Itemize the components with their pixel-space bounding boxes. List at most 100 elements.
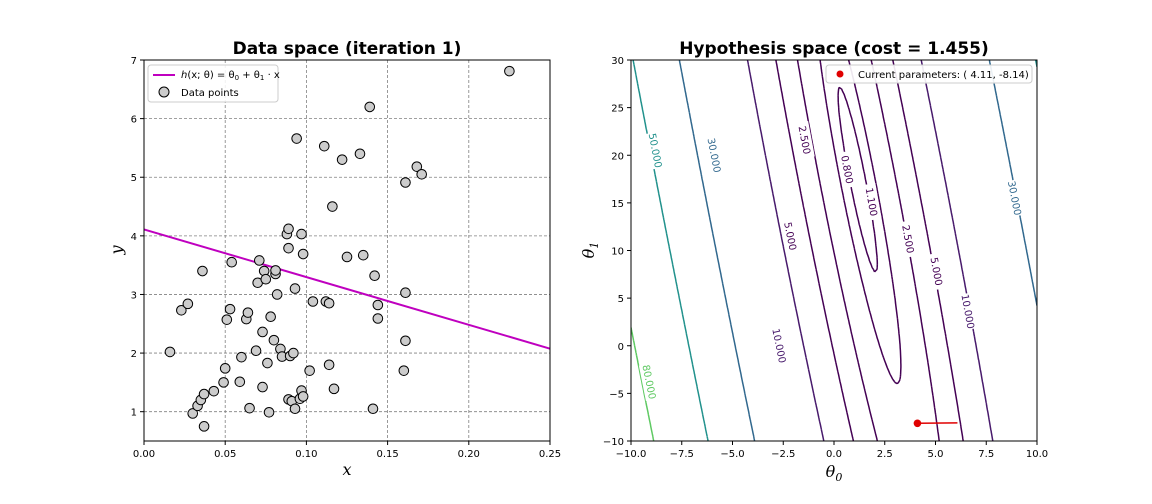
contour-lines-layer [631,60,1037,441]
data-point [411,161,423,172]
data-points-layer [164,65,515,432]
left-x-tick-label: 0.20 [458,449,480,460]
left-x-tick-label: 0.15 [376,449,398,460]
contour-label: 5.000 [928,257,944,287]
data-point [288,347,299,359]
data-point [364,101,376,113]
data-point [226,256,237,268]
data-space-panel: Data space (iteration 1) 0.00 0.05 0.10 0.1… [107,39,561,479]
legend-line-label: h(x; θ) = θ0 + θ1 · x [181,70,280,82]
contour-line [678,60,1037,441]
left-y-tick-label: 1 [131,408,137,419]
data-point [187,408,199,419]
contour-label-bg [779,217,801,256]
left-y-tick-label: 4 [131,232,137,243]
data-point [289,403,301,415]
contour-label: 1.100 [863,187,879,217]
legend-line-label-tail: · x [264,70,280,81]
right-x-ticks: −10.0 −7.5 −5.0 −2.5 0.0 2.5 5.0 7.5 10.0 [616,441,1048,460]
data-point [182,298,194,310]
hypothesis-space-title: Hypothesis space (cost = 1.455) [679,39,989,59]
legend-points-label: Data points [181,88,239,99]
data-point [221,314,233,325]
left-y-ticks: 1 2 3 4 5 6 7 [131,56,144,419]
hypothesis-line [143,228,551,350]
data-point [283,223,294,235]
left-x-tick-label: 0.05 [214,449,236,460]
data-point [224,303,236,315]
data-point [318,140,330,152]
right-y-ticks: −10 −5 0 5 10 15 20 25 30 [603,56,631,448]
right-x-tick-label: 5.0 [928,449,944,460]
data-point [198,388,210,400]
data-point [242,307,254,318]
right-x-tick-label: 10.0 [1026,449,1048,460]
data-point [372,299,384,311]
data-point [218,377,229,388]
right-y-tick-label: 0 [618,342,624,353]
data-point [416,169,428,180]
data-point [236,351,247,363]
data-space-legend: h(x; θ) = θ0 + θ1 · x Data points [147,64,280,103]
contour-line [631,327,655,441]
left-x-ticks: 0.00 0.05 0.10 0.15 0.20 0.25 [133,441,561,460]
right-x-tick-label: −5.0 [720,449,744,460]
data-point [327,201,338,212]
current-parameter-point [913,419,922,428]
data-point [354,148,366,160]
contour-line [775,60,964,441]
legend-line-label-h: h [181,70,187,81]
right-x-tick-label: 7.5 [978,449,994,460]
data-point [304,365,315,376]
data-point [323,359,335,371]
right-y-axis-label-sub: 1 [588,242,601,249]
data-point [328,383,340,395]
data-point [336,154,348,165]
hypothesis-space-legend: Current parameters: ( 4.11, -8.14) [825,64,1033,84]
right-y-tick-label: 25 [611,104,624,115]
data-point [400,335,411,347]
contour-label-bg [926,252,947,291]
data-point [250,345,262,357]
right-y-axis-label: θ1 [579,242,601,259]
data-point [367,403,379,415]
hypothesis-space-panel: Hypothesis space (cost = 1.455) 0.800 1.1… [579,39,1048,484]
data-point [265,311,276,323]
contour-label-bg [645,131,666,170]
right-y-tick-label: 30 [611,56,624,67]
contour-label: 2.500 [899,224,915,254]
data-point [398,365,410,376]
legend-current-label: Current parameters: ( 4.11, -8.14) [858,70,1029,81]
left-gridlines [144,60,550,441]
data-point [296,228,307,240]
data-point [283,242,294,254]
left-y-tick-label: 3 [131,290,137,301]
data-point [504,65,515,77]
data-point [176,304,187,316]
data-point [323,297,335,309]
left-y-tick-label: 5 [131,173,137,184]
right-x-tick-label: 2.5 [877,449,893,460]
legend-line-label-sub1: 1 [260,74,264,82]
right-y-tick-label: −5 [609,389,624,400]
data-point [291,133,302,144]
data-point [219,363,231,374]
contour-label: 5.000 [781,221,797,251]
contour-label: 10.000 [769,328,787,364]
right-y-axis-label-base: θ [579,248,598,258]
data-point [369,270,380,282]
data-point [268,334,280,346]
data-point [357,249,369,261]
contour-label-bg [794,121,815,159]
contour-line [746,60,994,441]
contour-label-bg [837,150,858,189]
hypothesis-line-layer [143,228,551,350]
contour-line [632,60,1037,441]
contour-line [796,60,940,441]
legend-current-marker [836,70,844,78]
data-point [400,177,411,188]
right-x-axis-label-sub: 0 [835,471,842,484]
data-point [254,255,265,266]
right-x-tick-label: −10.0 [616,449,647,460]
data-point [260,273,272,285]
